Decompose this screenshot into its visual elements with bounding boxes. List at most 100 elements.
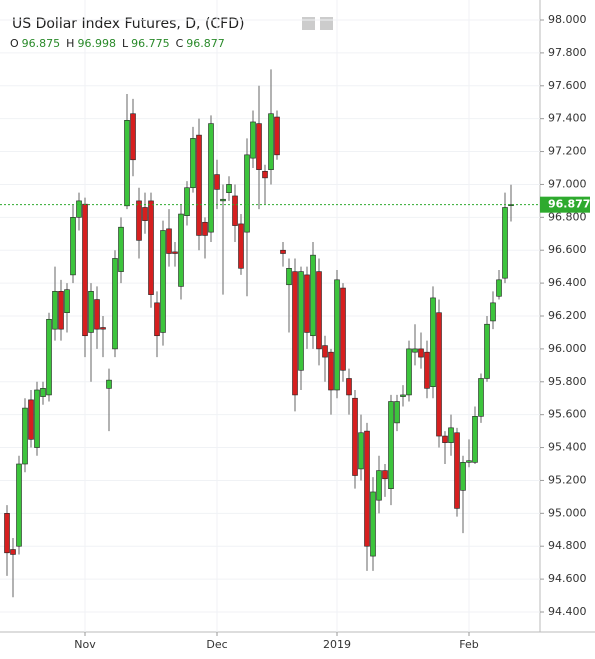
y-tick-label: 96.600	[548, 243, 587, 256]
candle-body	[280, 249, 286, 254]
candle-body	[172, 251, 178, 254]
y-tick-label: 95.600	[548, 408, 587, 421]
candle-body	[244, 154, 250, 233]
candle-body	[340, 287, 346, 371]
candle-body	[22, 407, 28, 465]
candle-body	[208, 123, 214, 233]
candle-body	[472, 416, 478, 463]
candle-body	[460, 462, 466, 491]
eye-icon[interactable]	[302, 17, 315, 30]
y-tick-label: 98.000	[548, 13, 587, 26]
settings-icon[interactable]	[320, 17, 333, 30]
ohlc-label: L	[122, 37, 129, 50]
candle-body	[178, 213, 184, 287]
candle-body	[64, 289, 70, 314]
candle-body	[28, 399, 34, 440]
candle-body	[346, 378, 352, 396]
candle-body	[334, 279, 340, 391]
candle-body	[418, 348, 424, 358]
y-tick-label: 95.400	[548, 441, 587, 454]
candle-body	[232, 195, 238, 226]
candle-body	[400, 394, 406, 397]
candle-body	[166, 228, 172, 254]
candle-body	[352, 397, 358, 476]
candle-body	[196, 134, 202, 236]
x-tick-label: Dec	[206, 638, 227, 651]
candle-body	[478, 378, 484, 417]
candle-body	[112, 258, 118, 350]
candle-body	[136, 200, 142, 241]
y-tick-label: 97.600	[548, 79, 587, 92]
candle-body	[16, 463, 22, 547]
candle-body	[220, 198, 226, 202]
y-tick-label: 96.400	[548, 276, 587, 289]
candle-body	[58, 291, 64, 330]
candle-body	[94, 299, 100, 330]
candle-body	[100, 327, 106, 330]
candle-body	[70, 217, 76, 276]
candle-body	[382, 470, 388, 480]
ohlc-value: 96.775	[131, 37, 170, 50]
candle-body	[496, 279, 502, 297]
candle-body	[286, 268, 292, 286]
candle-body	[454, 432, 460, 509]
candle-body	[214, 174, 220, 190]
candle-body	[262, 170, 268, 179]
candle-body	[292, 271, 298, 396]
candle-body	[160, 230, 166, 333]
candle-body	[466, 460, 472, 463]
candle-body	[154, 302, 160, 337]
candle-body	[388, 401, 394, 489]
candle-body	[442, 435, 448, 443]
candle-body	[106, 379, 112, 389]
candle-body	[484, 323, 490, 379]
ohlc-value: 96.875	[22, 37, 61, 50]
candle-body	[190, 138, 196, 189]
candle-body	[406, 348, 412, 396]
candle-body	[412, 348, 418, 353]
candle-body	[76, 200, 82, 218]
candle-body	[424, 351, 430, 389]
candle-body	[436, 312, 442, 437]
candle-body	[130, 113, 136, 161]
ohlc-label: O	[10, 37, 19, 50]
ohlc-label: H	[66, 37, 74, 50]
candle-body	[430, 297, 436, 388]
candle-body	[370, 491, 376, 557]
candle-body	[256, 123, 262, 170]
y-tick-label: 95.200	[548, 473, 587, 486]
candle-body	[10, 549, 16, 555]
ohlc-label: C	[176, 37, 184, 50]
x-tick-label: 2019	[323, 638, 351, 651]
candle-body	[328, 351, 334, 391]
y-tick-label: 97.400	[548, 112, 587, 125]
candle-body	[148, 200, 154, 295]
y-tick-label: 95.000	[548, 506, 587, 519]
candle-body	[202, 221, 208, 236]
candle-body	[322, 345, 328, 358]
ohlc-value: 96.877	[186, 37, 225, 50]
candle-body	[376, 470, 382, 501]
y-tick-label: 97.200	[548, 145, 587, 158]
y-tick-label: 97.800	[548, 46, 587, 59]
last-price-box	[540, 196, 590, 213]
candle-body	[118, 226, 124, 272]
chart-title: US Dollar Index Futures, D, (CFD)	[12, 16, 244, 32]
candle-body	[52, 291, 58, 330]
y-tick-label: 94.800	[548, 539, 587, 552]
last-price-label: 96.877	[548, 198, 590, 211]
candle-body	[298, 271, 304, 371]
candle-body	[4, 513, 10, 554]
candle-body	[304, 274, 310, 333]
candle-body	[364, 430, 370, 547]
y-tick-label: 96.200	[548, 309, 587, 322]
candle-body	[358, 432, 364, 470]
y-tick-label: 94.400	[548, 605, 587, 618]
y-tick-label: 95.800	[548, 375, 587, 388]
candle-body	[502, 207, 508, 279]
candle-body	[184, 187, 190, 216]
candle-body	[34, 389, 40, 448]
candle-body	[82, 203, 88, 337]
candle-body	[250, 121, 256, 159]
candle-body	[124, 120, 130, 207]
